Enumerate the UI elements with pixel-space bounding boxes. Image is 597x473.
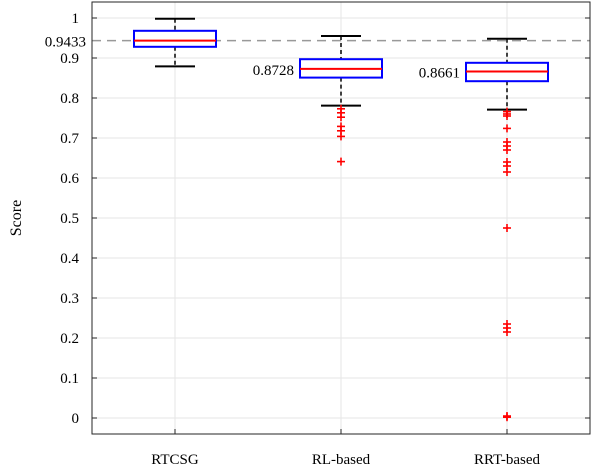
box-rl-based: 0.8728 [253, 35, 383, 166]
outlier-marker [503, 168, 511, 176]
x-category-label: RL-based [312, 452, 371, 468]
y-tick-label: 0.2 [60, 331, 79, 347]
box-rtcsg [133, 17, 217, 68]
y-tick-label: 0.1 [60, 371, 79, 387]
y-tick-label: 0.6 [60, 171, 79, 187]
ticks-group: 0 0.1 0.2 0.3 0.4 0.5 0.6 0.7 0.8 0.9 1 RTCSG RL-bas… [60, 11, 590, 468]
y-tick-label: 0 [72, 411, 80, 427]
y-axis-label: Score [8, 200, 25, 236]
outlier-marker [337, 157, 345, 166]
median-value-label: 0.8728 [253, 63, 294, 79]
outlier-marker [503, 224, 511, 232]
outlier-marker [503, 124, 511, 133]
x-category-label: RTCSG [151, 452, 199, 468]
reference-value-label: 0.9433 [45, 35, 86, 51]
y-tick-label: 0.8 [60, 91, 79, 107]
outlier-marker [503, 146, 511, 154]
outlier-marker [503, 328, 511, 336]
y-tick-label: 0.9 [60, 51, 79, 67]
iqr-box [133, 29, 217, 48]
outlier-marker [337, 132, 345, 141]
y-tick-label: 0.3 [60, 291, 79, 307]
boxes-group: 0.8728 0.8661 [133, 17, 549, 422]
outlier-marker [337, 113, 345, 122]
outlier-marker [503, 112, 511, 120]
outlier-marker [503, 413, 511, 422]
median-value-label: 0.8661 [419, 66, 460, 82]
box-rrt-based: 0.8661 [419, 37, 549, 422]
y-tick-label: 0.7 [60, 131, 79, 147]
y-tick-label: 1 [72, 11, 80, 27]
y-tick-label: 0.5 [60, 211, 79, 227]
y-tick-label: 0.4 [60, 251, 79, 267]
x-category-label: RRT-based [474, 452, 541, 468]
